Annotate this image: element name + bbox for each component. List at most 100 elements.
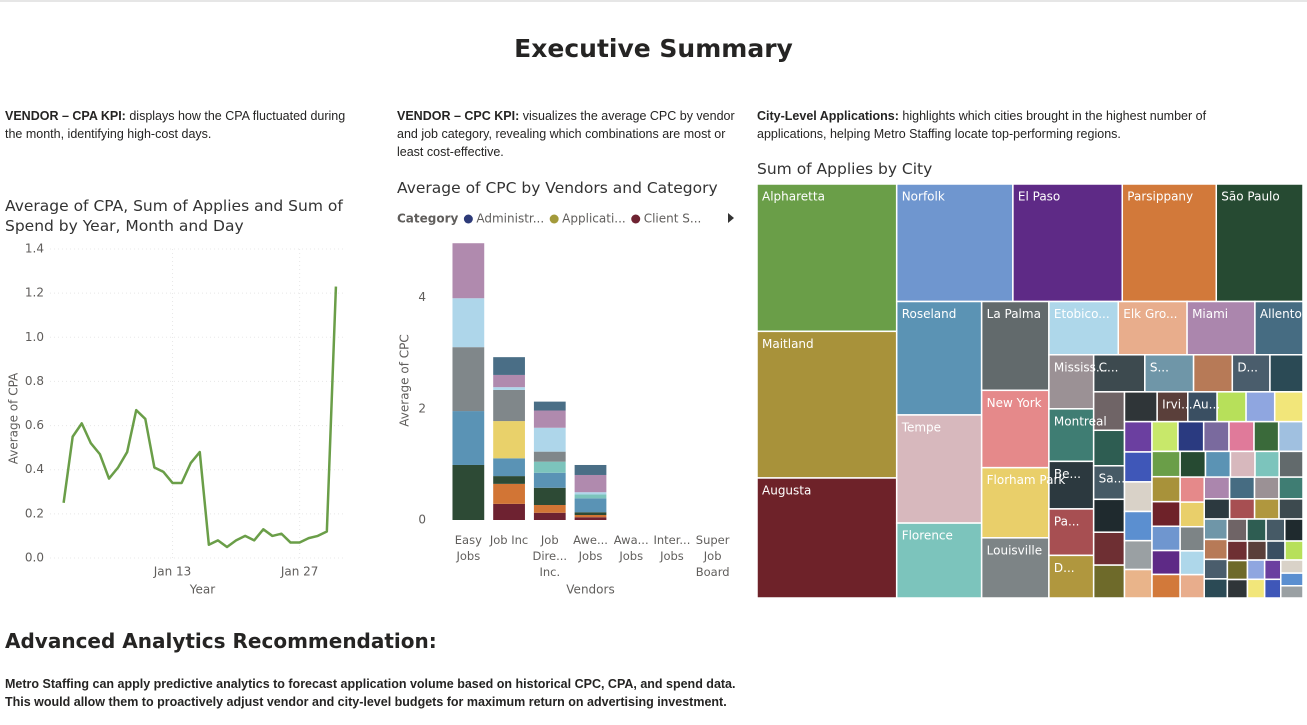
treemap-tile	[1179, 550, 1205, 576]
bar-segment	[493, 458, 525, 477]
bar-segment	[493, 387, 525, 390]
description-lead: VENDOR – CPA KPI:	[5, 109, 126, 123]
line	[62, 286, 338, 549]
treemap-tile	[1177, 420, 1205, 453]
treemap-tile	[1179, 476, 1205, 503]
treemap-tile	[1092, 531, 1126, 566]
description-text: visualizes the average CPC by vendor and…	[397, 109, 735, 159]
bar-segment	[533, 487, 566, 505]
recommendation-title: Advanced Analytics Recommendation:	[5, 629, 437, 653]
treemap-tile	[1277, 420, 1304, 453]
treemap-tile	[1123, 391, 1158, 423]
treemap-tile	[1123, 568, 1153, 599]
treemap-tile	[1151, 475, 1181, 503]
y-tick-label: 1.2	[25, 286, 44, 300]
treemap-tile	[1012, 183, 1124, 303]
treemap-tile	[1228, 476, 1256, 500]
x-tick-label: Jan 13	[153, 565, 192, 579]
recommendation-line: Metro Staffing can apply predictive anal…	[5, 677, 736, 691]
y-tick-label: 0.4	[25, 462, 44, 476]
bar-segment	[452, 298, 485, 348]
treemap-tile	[1278, 476, 1304, 500]
description: VENDOR – CPC KPI: visualizes the average…	[397, 107, 742, 161]
chart-title: Sum of Applies by City	[757, 160, 933, 178]
treemap-tile	[1216, 391, 1247, 423]
treemap-label: El Paso	[1018, 190, 1060, 204]
treemap-tile	[1203, 558, 1229, 580]
treemap-tile	[1284, 518, 1304, 542]
treemap-label: Montreal	[1054, 414, 1107, 428]
treemap-tile	[1092, 465, 1126, 501]
treemap-tile	[1278, 498, 1304, 520]
treemap-tile	[1123, 510, 1153, 542]
bar-segment	[452, 347, 485, 412]
treemap-tile	[1203, 518, 1229, 541]
x-axis-label: Year	[189, 583, 215, 597]
treemap-tile	[1203, 476, 1231, 500]
treemap-tile	[1123, 420, 1153, 453]
legend-label: Client S...	[644, 212, 702, 226]
description-lead: City-Level Applications:	[757, 109, 899, 123]
treemap-label: New York	[987, 396, 1042, 410]
treemap-label: Tempe	[901, 420, 941, 434]
bar-segment	[574, 498, 607, 513]
treemap-tile	[1092, 498, 1126, 533]
bar-segment	[533, 427, 566, 452]
bar-segment	[533, 472, 566, 488]
bar-segment	[493, 374, 525, 388]
legend-scroll-arrow	[728, 213, 734, 223]
treemap-tile	[1179, 525, 1205, 552]
treemap-tile	[1092, 429, 1126, 467]
bar-segment	[493, 389, 525, 422]
treemap-label: Irvi...	[1162, 397, 1192, 411]
treemap-tile	[1151, 549, 1181, 576]
treemap-label: Allento...	[1260, 307, 1307, 321]
treemap-tile	[1203, 498, 1231, 520]
treemap-label: Florham Park	[987, 473, 1066, 487]
treemap-label: Norfolk	[902, 190, 945, 204]
treemap-tile	[1253, 420, 1280, 453]
treemap-tile	[1203, 538, 1229, 561]
treemap-tile	[1254, 300, 1304, 356]
x-tick-label: Easy Jobs	[454, 533, 482, 563]
bar-segment	[493, 476, 525, 484]
x-tick-label: Job Inc	[489, 533, 529, 547]
chart-title: Average of CPA, Sum of Applies and Sum o…	[5, 197, 343, 235]
x-axis-label: Vendors	[566, 583, 614, 597]
treemap-tile	[1117, 300, 1188, 356]
treemap-label: Maitland	[762, 337, 814, 351]
bar-segment	[574, 474, 607, 493]
treemap-tile	[1179, 501, 1205, 528]
treemap-tile	[1151, 450, 1181, 478]
legend-label: Administr...	[476, 212, 544, 226]
treemap-tile	[1048, 554, 1095, 599]
treemap-tile	[1226, 578, 1249, 599]
y-tick-label: 0.6	[25, 418, 44, 432]
recommendation-line: This would allow them to proactively adj…	[5, 695, 727, 709]
description-text: displays how the CPA fluctuated during t…	[5, 109, 346, 141]
treemap-tile	[1263, 559, 1282, 581]
treemap-tile	[1123, 539, 1153, 571]
treemap-label: D...	[1237, 360, 1258, 374]
treemap-tile	[1273, 391, 1304, 423]
legend-marker	[463, 214, 473, 224]
treemap-tile	[1228, 498, 1256, 520]
y-tick-label: 1.0	[25, 330, 44, 344]
treemap-tile	[1192, 354, 1234, 393]
bar-segment	[574, 464, 607, 475]
treemap-tile	[1246, 518, 1267, 542]
legend-marker	[549, 214, 559, 224]
treemap-label: S...	[1150, 360, 1169, 374]
treemap-label: Augusta	[762, 483, 811, 497]
legend-label: Applicati...	[562, 212, 626, 226]
treemap-tile	[1048, 460, 1095, 510]
treemap-tile	[1151, 500, 1181, 528]
y-tick-label: 0	[418, 513, 426, 527]
treemap-label: Mississ...	[1054, 360, 1107, 374]
treemap-tile	[895, 522, 983, 599]
treemap-tile	[1265, 518, 1286, 542]
treemap-tile	[1231, 354, 1271, 393]
treemap-tile	[1151, 525, 1181, 552]
treemap-label: D...	[1054, 561, 1075, 575]
bar-segment	[574, 514, 607, 518]
